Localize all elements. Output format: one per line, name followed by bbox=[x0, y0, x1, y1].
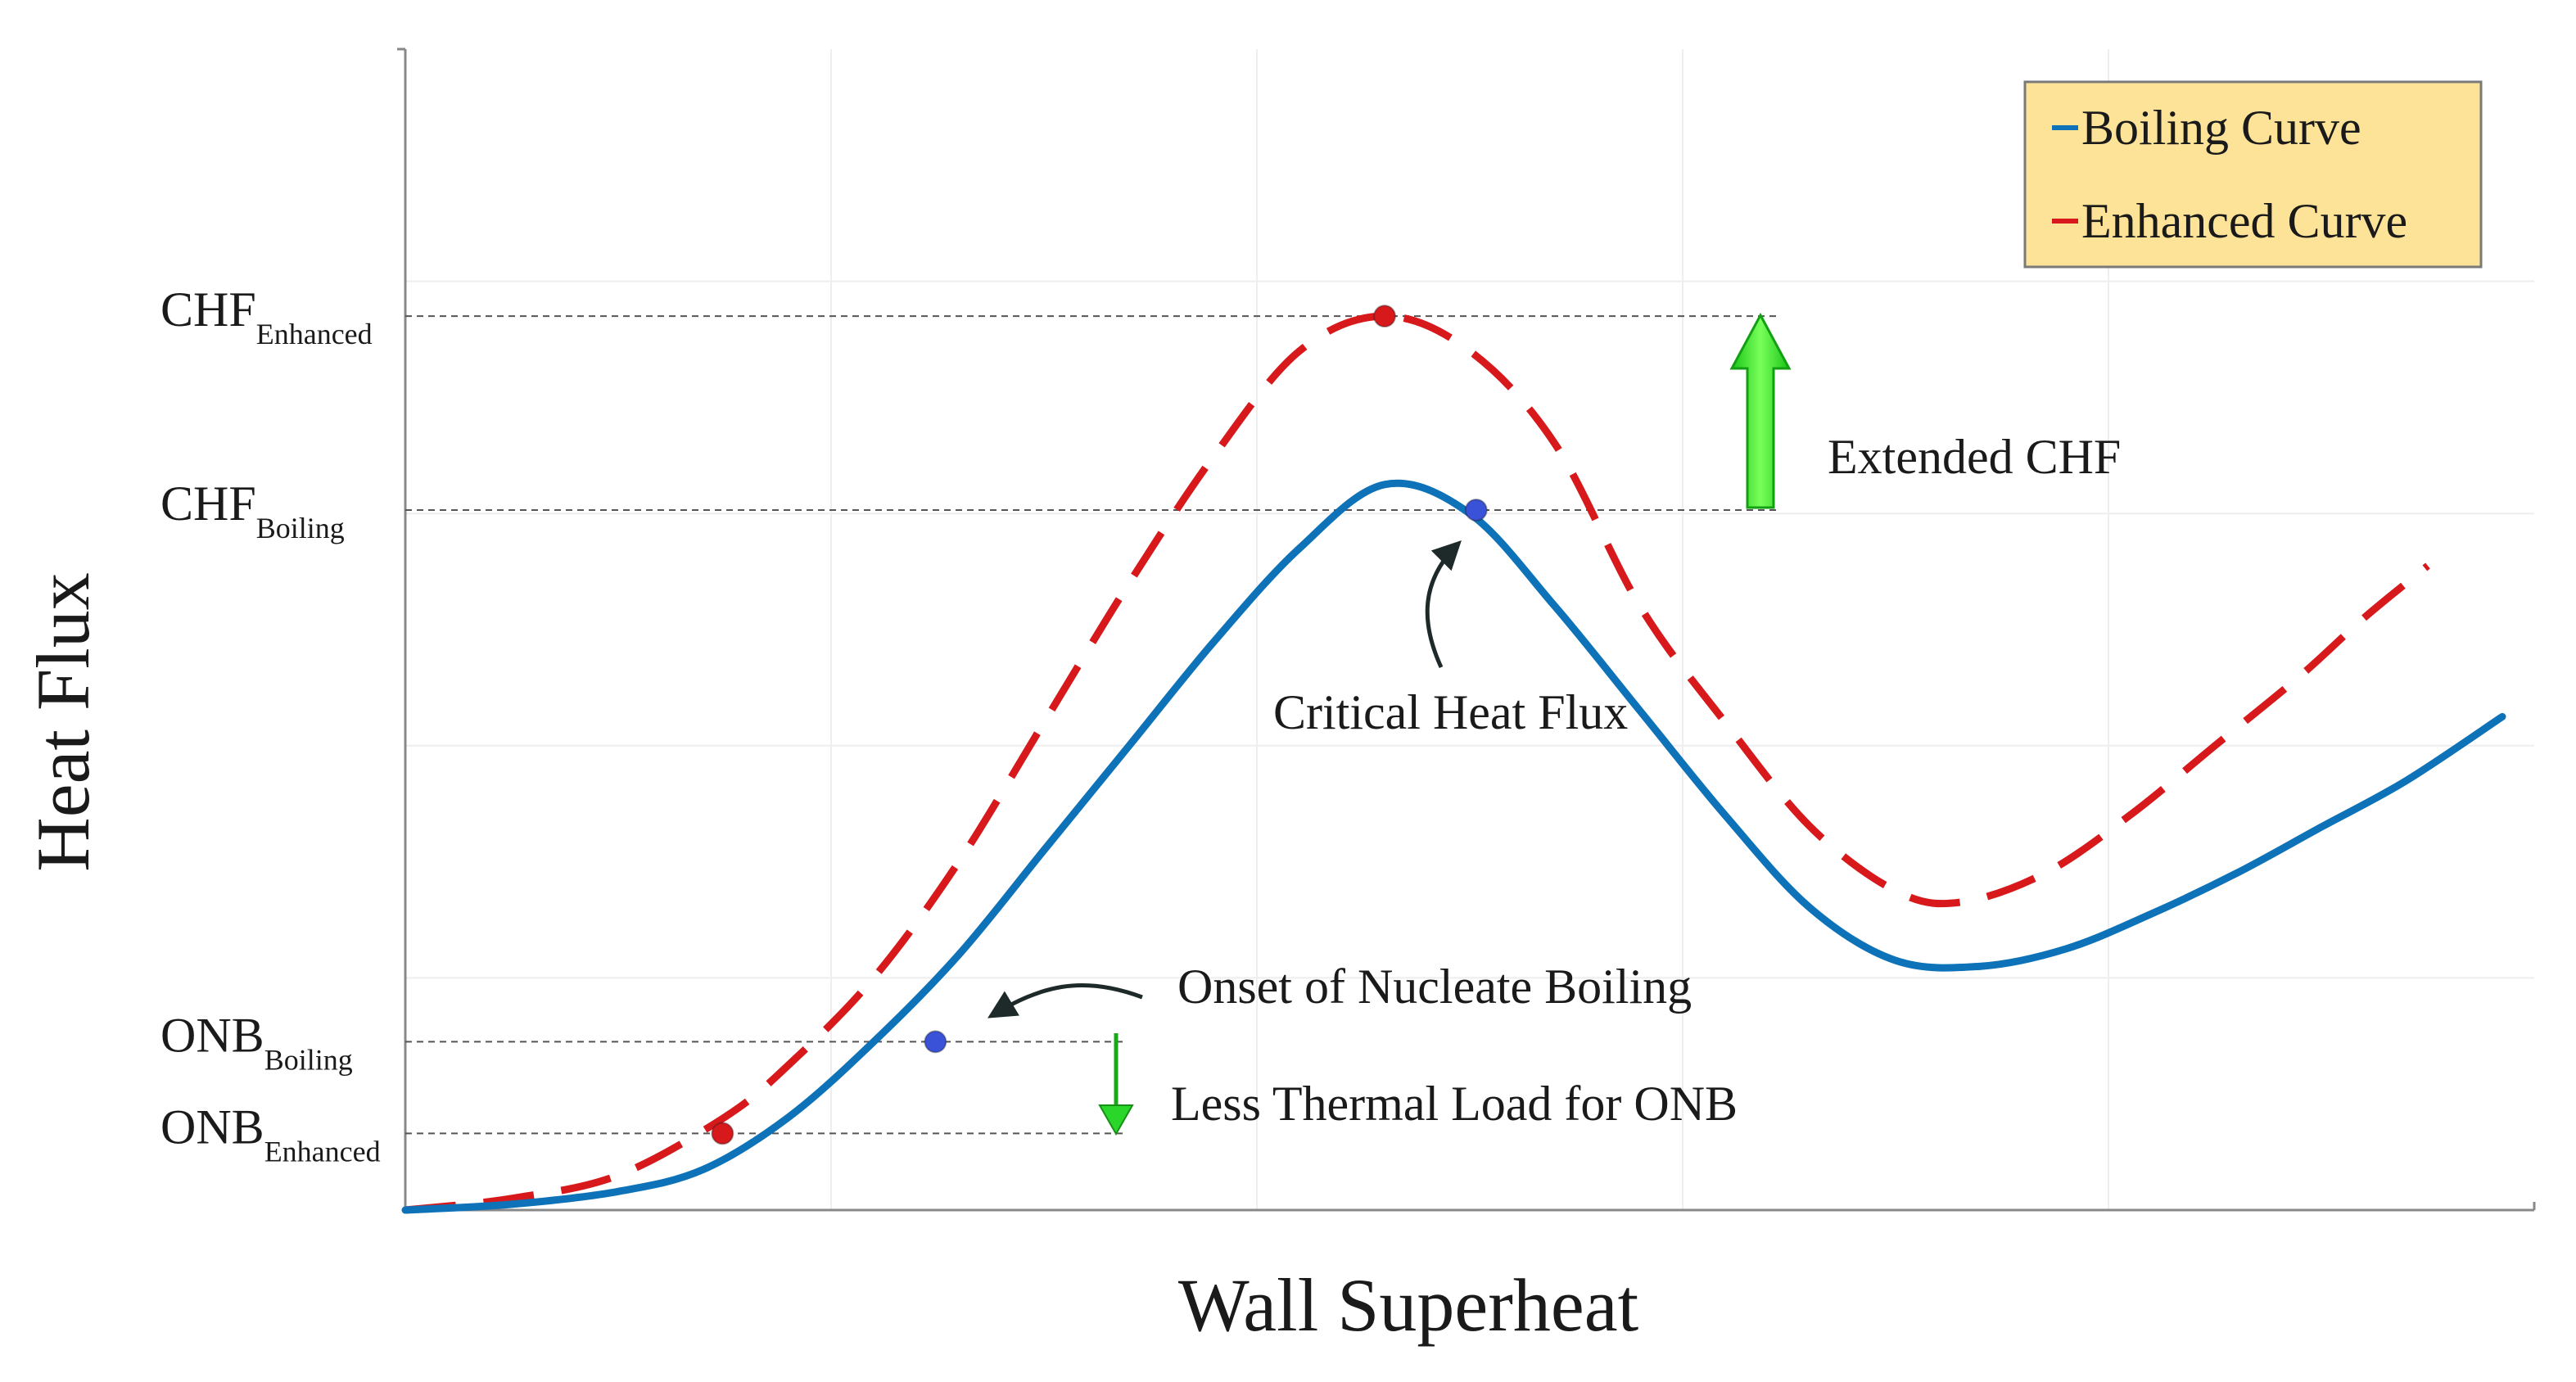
y-marker-subscript: Enhanced bbox=[256, 318, 373, 350]
extended-chf-annotation: Extended CHF bbox=[1729, 312, 2121, 509]
critical-heat-flux-arrow bbox=[1425, 540, 1462, 669]
y-axis-label: Heat Flux bbox=[21, 572, 105, 871]
y-marker-main: CHF bbox=[160, 476, 256, 531]
x-axis-label: Wall Superheat bbox=[1178, 1263, 1639, 1347]
y-marker-label: CHFEnhanced bbox=[160, 282, 373, 350]
less-thermal-load-annotation: Less Thermal Load for ONB bbox=[1098, 1033, 1738, 1136]
y-marker-main: ONB bbox=[160, 1100, 264, 1154]
less-thermal-load-arrow-head bbox=[1098, 1104, 1134, 1136]
less-thermal-load-text: Less Thermal Load for ONB bbox=[1171, 1077, 1738, 1131]
onset-nucleate-text: Onset of Nucleate Boiling bbox=[1177, 960, 1692, 1014]
series-lines bbox=[401, 312, 2506, 1214]
y-marker-subscript: Boiling bbox=[256, 512, 345, 544]
extended-chf-arrow bbox=[1729, 312, 1792, 509]
boiling-curve-line bbox=[401, 479, 2506, 1214]
critical-heat-flux-annotation: Critical Heat Flux bbox=[1273, 540, 1628, 739]
y-marker-subscript: Enhanced bbox=[264, 1135, 381, 1167]
extended-chf-text: Extended CHF bbox=[1828, 430, 2121, 484]
legend-label-enhanced: Enhanced Curve bbox=[2081, 194, 2407, 248]
onb-enhanced-point bbox=[711, 1122, 734, 1145]
y-marker-main: ONB bbox=[160, 1008, 264, 1062]
y-marker-label: CHFBoiling bbox=[160, 476, 345, 544]
axes bbox=[397, 47, 2536, 1212]
chf-enhanced-point bbox=[1373, 305, 1396, 328]
y-marker-labels: CHFEnhancedCHFBoilingONBBoilingONBEnhanc… bbox=[160, 282, 381, 1167]
enhanced-curve-line bbox=[404, 312, 2430, 1214]
legend-box bbox=[2023, 80, 2483, 269]
y-marker-main: CHF bbox=[160, 282, 256, 336]
legend-label-boiling: Boiling Curve bbox=[2081, 101, 2361, 155]
y-marker-subscript: Boiling bbox=[264, 1043, 353, 1076]
onset-nucleate-arrow bbox=[987, 982, 1143, 1018]
legend: Boiling Curve Enhanced Curve bbox=[2023, 80, 2483, 269]
onset-nucleate-annotation: Onset of Nucleate Boiling bbox=[987, 960, 1692, 1018]
y-marker-label: ONBBoiling bbox=[160, 1008, 353, 1076]
onb-boiling-point bbox=[924, 1030, 947, 1054]
chf-boiling-point bbox=[1464, 498, 1488, 522]
y-marker-label: ONBEnhanced bbox=[160, 1100, 381, 1167]
critical-heat-flux-text: Critical Heat Flux bbox=[1273, 685, 1628, 739]
key-points bbox=[711, 305, 1488, 1145]
